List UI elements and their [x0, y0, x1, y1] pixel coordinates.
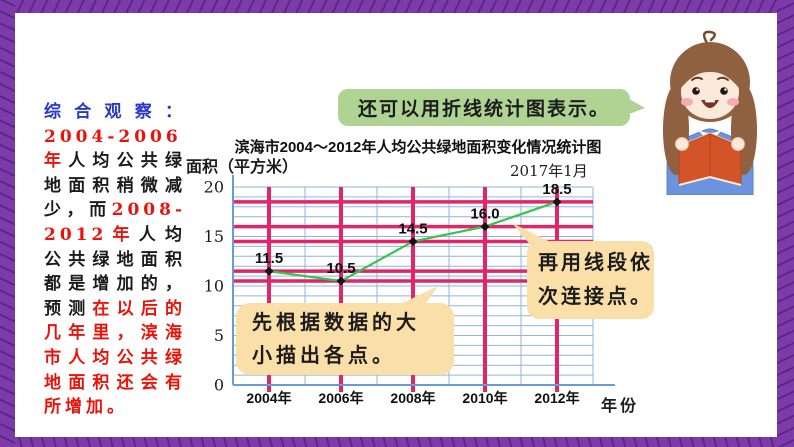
data-point-marker [264, 266, 274, 276]
chart-title: 滨海市2004～2012年人均公共绿地面积变化情况统计图 [234, 139, 602, 156]
bubble-line: 再用线段依 [538, 250, 653, 274]
frame-border-bottom [0, 437, 794, 447]
data-point-label: 16.0 [470, 206, 499, 223]
data-point-marker [408, 236, 418, 246]
bubble-line: 小描出各点。 [252, 343, 396, 367]
data-point-label: 18.5 [542, 181, 571, 198]
observation-segment: 2004-2006年 [44, 126, 182, 172]
data-point-marker [336, 276, 346, 286]
observation-segment: 综合观察： [44, 102, 186, 122]
y-tick-label: 20 [204, 178, 224, 197]
y-axis-label: 面积（平方米） [186, 157, 299, 176]
data-point-label: 14.5 [398, 220, 427, 237]
data-point-label: 10.5 [326, 260, 355, 277]
observation-segment: 人均公共绿地面积都是增加的，预测 [44, 224, 186, 319]
y-tick-label: 15 [204, 227, 224, 246]
frame-border-left [0, 0, 15, 447]
data-point-marker [480, 222, 490, 232]
y-tick-label: 5 [214, 326, 224, 345]
girl-illustration [663, 30, 757, 195]
x-tick-label: 2008年 [390, 390, 435, 406]
y-tick-label: 10 [204, 277, 224, 296]
girl-bangs [681, 58, 739, 88]
data-point-label: 11.5 [255, 250, 283, 267]
speech-bubble-step2: 再用线段依次连接点。 [527, 241, 654, 319]
x-tick-label: 2012年 [534, 390, 579, 406]
observation-segment: 在以后的几年里，滨海市人均公共绿地面积还会有所增加。 [44, 298, 187, 418]
x-tick-label: 2010年 [462, 390, 507, 406]
observation-text: 综合观察： 2004-2006年人均公共绿地面积稍微减少，而2008-2012年人… [44, 100, 186, 420]
y-tick-label: 0 [214, 376, 224, 395]
x-tick-label: 2006年 [318, 390, 363, 406]
frame-border-right [777, 0, 794, 447]
observation-segment: 2008-2012年 [44, 200, 186, 245]
bubble-line: 先根据数据的大 [252, 310, 420, 334]
speech-bubble-method: 还可以用折线统计图表示。 [338, 89, 630, 126]
x-axis-label: 年份 [601, 396, 640, 415]
girl-hand [731, 137, 745, 151]
bubble-line: 次连接点。 [538, 284, 653, 308]
x-tick-label: 2004年 [246, 390, 291, 406]
observation-segment: 人均公共绿地面积稍微减少，而 [44, 151, 187, 221]
chart-date-label: 2017年1月 [510, 162, 588, 180]
frame-border-top [0, 0, 794, 13]
data-point-marker [552, 197, 562, 207]
girl-hand [675, 137, 689, 151]
speech-bubble-step1: 先根据数据的大 小描出各点。 [236, 303, 454, 375]
girl-hair-curl [702, 30, 716, 45]
